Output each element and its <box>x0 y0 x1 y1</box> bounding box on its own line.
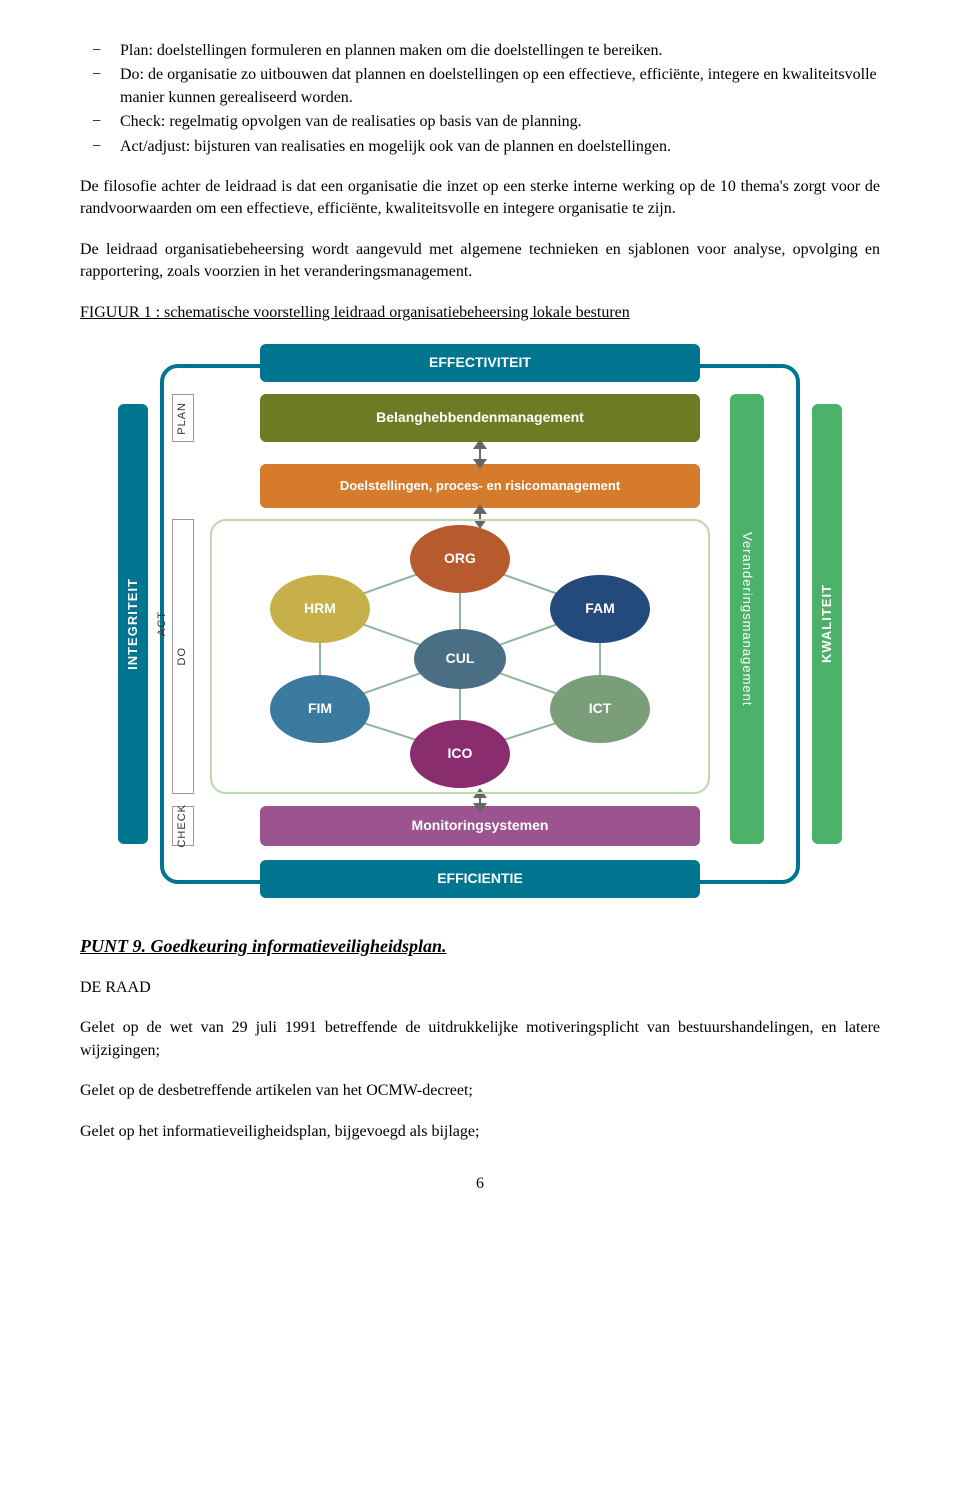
page-number: 6 <box>80 1173 880 1195</box>
bullet-check: Check: regelmatig opvolgen van de realis… <box>120 111 880 133</box>
node-hrm: HRM <box>270 575 370 643</box>
pdca-label-plan: PLAN <box>172 394 194 442</box>
bullet-do: Do: de organisatie zo uitbouwen dat plan… <box>120 64 880 109</box>
bullet-act: Act/adjust: bijsturen van realisaties en… <box>120 136 880 158</box>
arrow-down-icon <box>473 803 487 813</box>
bar-verandering: Veranderingsmanagement <box>730 394 764 844</box>
arrow-up-icon <box>473 439 487 449</box>
outer-bar-effectiviteit: EFFECTIVITEIT <box>260 344 700 382</box>
outer-bar-kwaliteit: KWALITEIT <box>812 404 842 844</box>
node-fim: FIM <box>270 675 370 743</box>
de-raad-label: DE RAAD <box>80 977 880 999</box>
pdca-bullet-list: Plan: doelstellingen formuleren en plann… <box>80 40 880 158</box>
paragraph-leidraad: De leidraad organisatiebeheersing wordt … <box>80 239 880 284</box>
outer-bar-kwaliteit-label: KWALITEIT <box>818 584 836 663</box>
outer-bar-efficientie-label: EFFICIENTIE <box>437 869 523 889</box>
pill-monitoring-label: Monitoringsystemen <box>412 816 549 836</box>
node-cul: CUL <box>414 629 506 689</box>
paragraph-wet-1991: Gelet op de wet van 29 juli 1991 betreff… <box>80 1017 880 1062</box>
arrow-down-icon <box>473 459 487 469</box>
node-fam: FAM <box>550 575 650 643</box>
node-org: ORG <box>410 525 510 593</box>
node-ict: ICT <box>550 675 650 743</box>
pill-belanghebbenden-label: Belanghebbendenmanagement <box>376 408 584 428</box>
paragraph-ocmw-decreet: Gelet op de desbetreffende artikelen van… <box>80 1080 880 1102</box>
pdca-label-do: DO <box>172 519 194 794</box>
pdca-label-check: CHECK <box>172 806 194 846</box>
pdca-label-act: ACT <box>152 404 174 844</box>
outer-bar-integriteit: INTEGRITEIT <box>118 404 148 844</box>
diagram-container: INTEGRITEIT KWALITEIT EFFECTIVITEIT EFFI… <box>110 344 850 904</box>
paragraph-filosofie: De filosofie achter de leidraad is dat e… <box>80 176 880 221</box>
bullet-plan: Plan: doelstellingen formuleren en plann… <box>120 40 880 62</box>
outer-bar-integriteit-label: INTEGRITEIT <box>124 578 142 670</box>
heading-punt9: PUNT 9. Goedkeuring informatieveiligheid… <box>80 934 880 959</box>
paragraph-informatieveiligheidsplan: Gelet op het informatieveiligheidsplan, … <box>80 1121 880 1143</box>
figure-caption: FIGUUR 1 : schematische voorstelling lei… <box>80 302 880 324</box>
pill-doelstellingen-label: Doelstellingen, proces- en risicomanagem… <box>340 477 620 495</box>
outer-bar-effectiviteit-label: EFFECTIVITEIT <box>429 353 531 373</box>
pill-doelstellingen: Doelstellingen, proces- en risicomanagem… <box>260 464 700 508</box>
node-ico: ICO <box>410 720 510 788</box>
bar-verandering-label: Veranderingsmanagement <box>738 532 756 707</box>
pill-belanghebbenden: Belanghebbendenmanagement <box>260 394 700 442</box>
outer-bar-efficientie: EFFICIENTIE <box>260 860 700 898</box>
arrow-up-icon <box>473 504 487 514</box>
